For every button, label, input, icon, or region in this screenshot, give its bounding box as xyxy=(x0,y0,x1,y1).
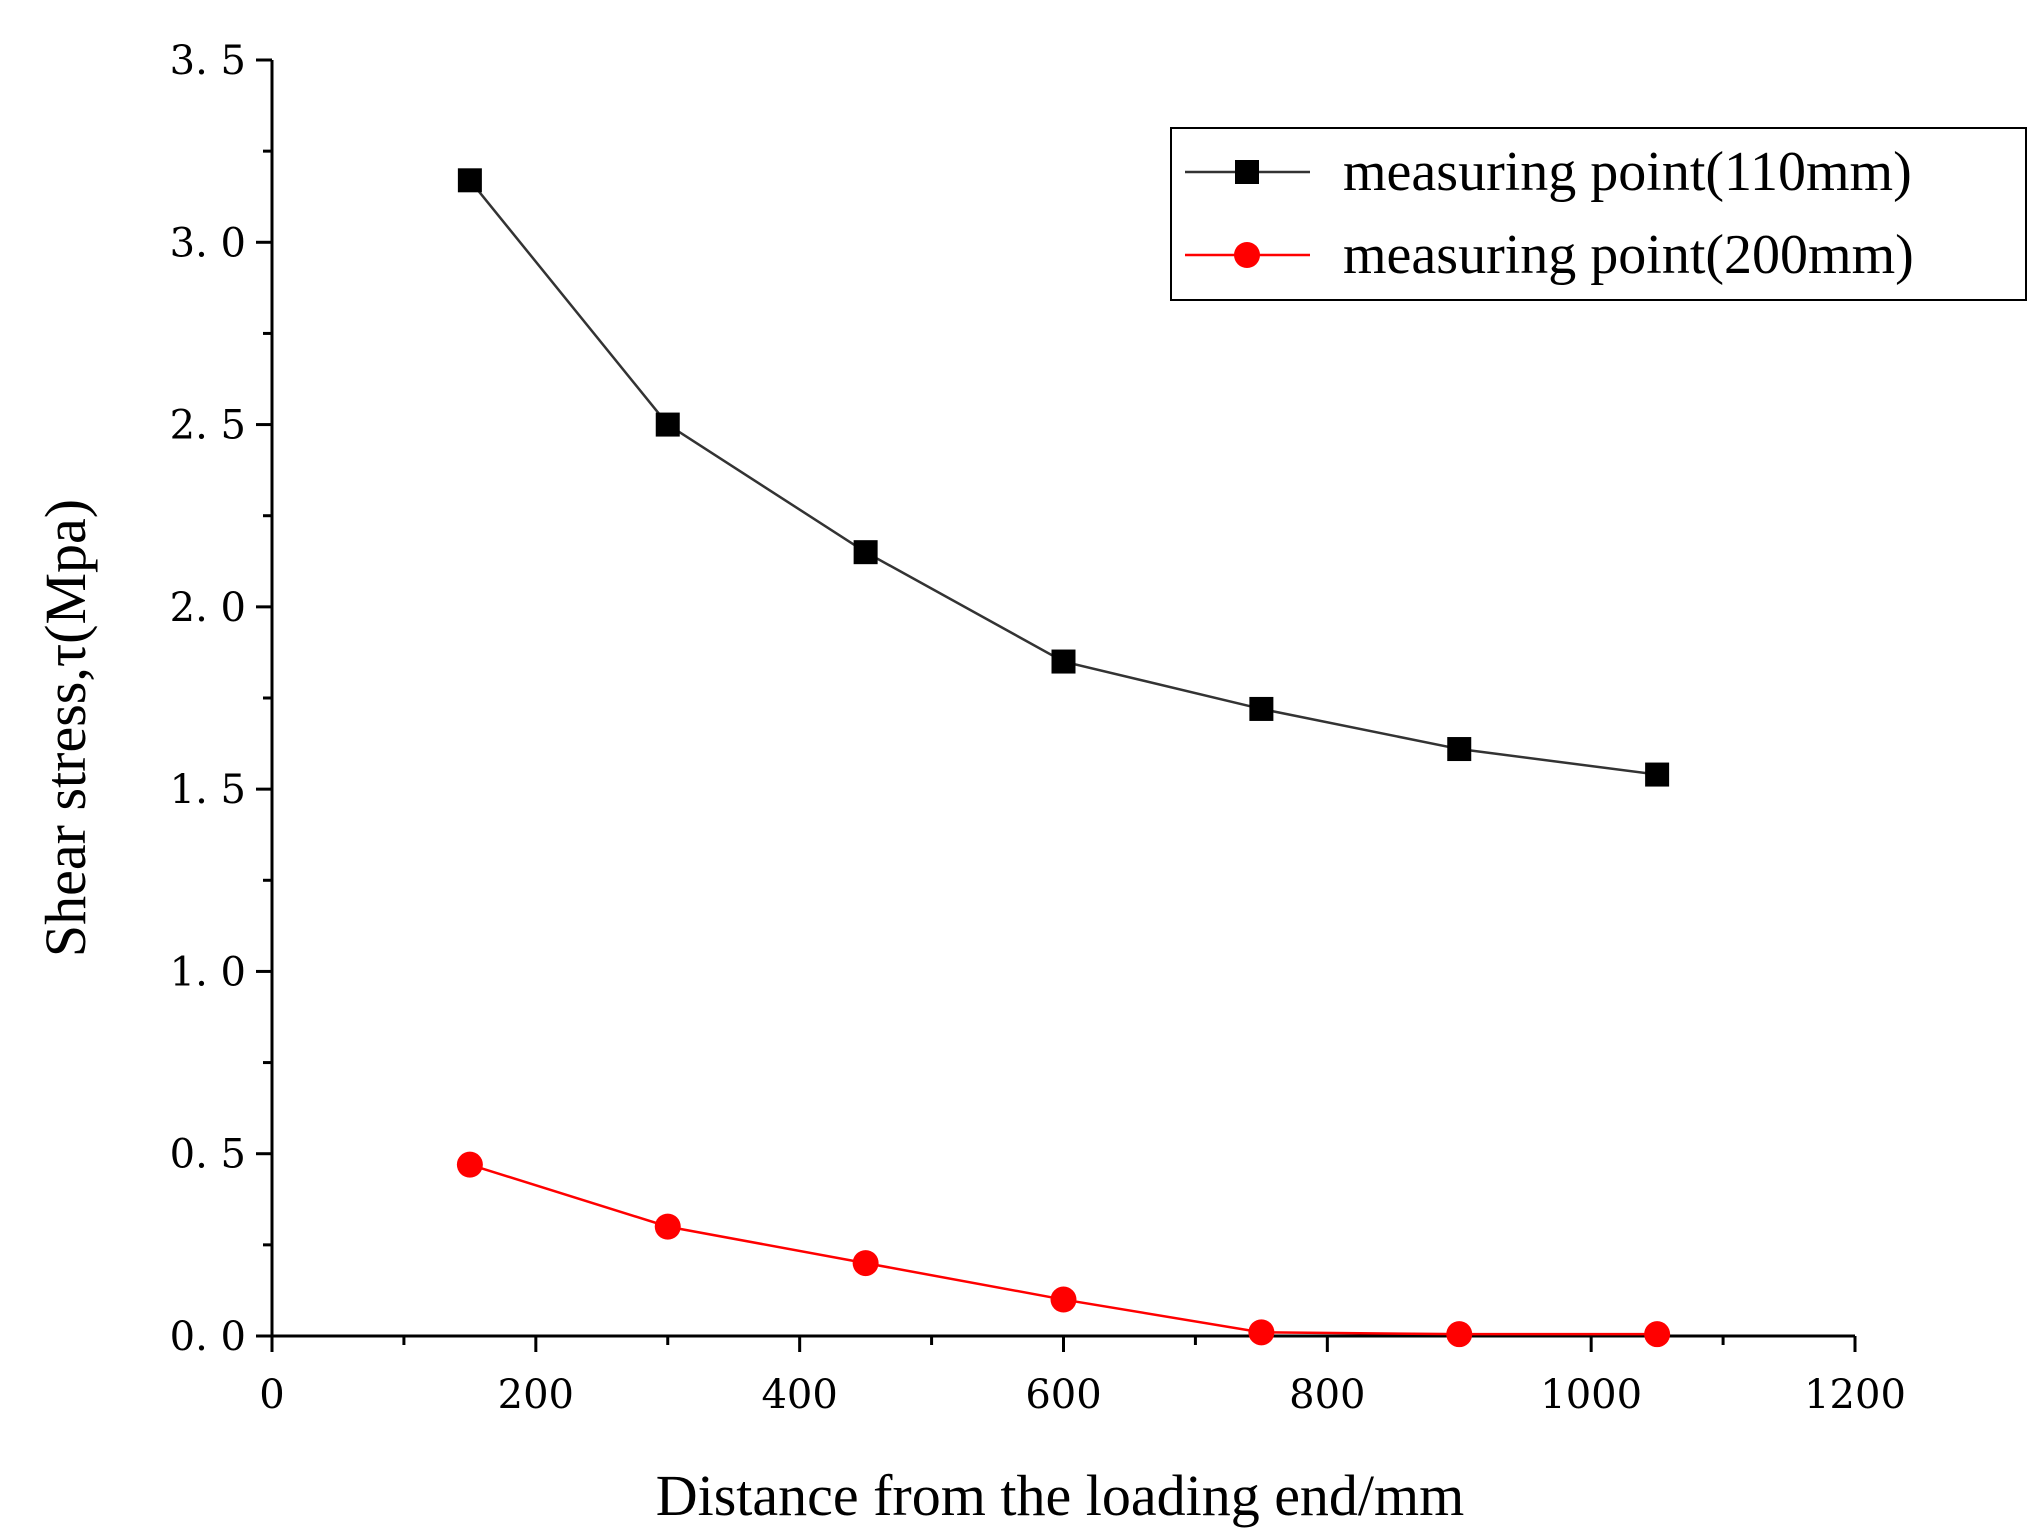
legend-item: measuring point(200mm) xyxy=(1185,224,1914,286)
data-point xyxy=(1645,762,1670,787)
legend-marker xyxy=(1235,160,1259,184)
data-point xyxy=(456,1151,483,1178)
x-axis-title: Distance from the loading end/mm xyxy=(656,1463,1465,1528)
data-point xyxy=(1644,1321,1671,1348)
y-tick-label: 2. 5 xyxy=(170,403,246,449)
x-tick-label: 1000 xyxy=(1540,1372,1642,1418)
x-tick-label: 400 xyxy=(761,1372,837,1418)
data-point xyxy=(457,168,482,193)
data-point xyxy=(1249,696,1274,721)
x-tick-label: 600 xyxy=(1025,1372,1101,1418)
legend-item: measuring point(110mm) xyxy=(1185,141,1912,203)
series-2 xyxy=(456,1151,1671,1348)
y-tick-label: 0. 5 xyxy=(170,1132,246,1178)
data-point xyxy=(655,412,680,437)
x-ticks: 0 200 400 600 800 1000 1200 xyxy=(259,1336,1906,1418)
data-point xyxy=(1446,1321,1473,1348)
y-tick-label: 3. 5 xyxy=(170,38,246,84)
y-tick-label: 3. 0 xyxy=(170,220,246,266)
data-point xyxy=(1050,1286,1077,1313)
y-axis-title: Shear stress,τ(Mpa) xyxy=(33,499,98,957)
y-tick-label: 1. 0 xyxy=(170,949,246,995)
data-series xyxy=(456,168,1671,1348)
series-1 xyxy=(457,168,1670,787)
x-tick-label: 800 xyxy=(1289,1372,1365,1418)
x-tick-label: 0 xyxy=(259,1372,284,1418)
legend: measuring point(110mm) measuring point(20… xyxy=(1170,127,2027,301)
x-tick-label: 200 xyxy=(498,1372,574,1418)
data-point xyxy=(1051,649,1076,674)
data-point xyxy=(852,1250,879,1277)
x-tick-label: 1200 xyxy=(1804,1372,1906,1418)
legend-marker xyxy=(1234,242,1260,268)
legend-box xyxy=(1170,127,2027,301)
y-tick-label: 2. 0 xyxy=(170,585,246,631)
data-point xyxy=(1248,1319,1275,1346)
data-point xyxy=(853,540,878,565)
data-point xyxy=(654,1213,681,1240)
legend-label: measuring point(110mm) xyxy=(1343,141,1912,203)
legend-label: measuring point(200mm) xyxy=(1343,224,1914,286)
y-tick-label: 1. 5 xyxy=(170,767,246,813)
data-point xyxy=(1447,737,1472,762)
y-ticks: 0. 0 0. 5 1. 0 1. 5 2. 0 2. 5 3. 0 3. 5 xyxy=(170,38,272,1360)
y-tick-label: 0. 0 xyxy=(170,1314,246,1360)
